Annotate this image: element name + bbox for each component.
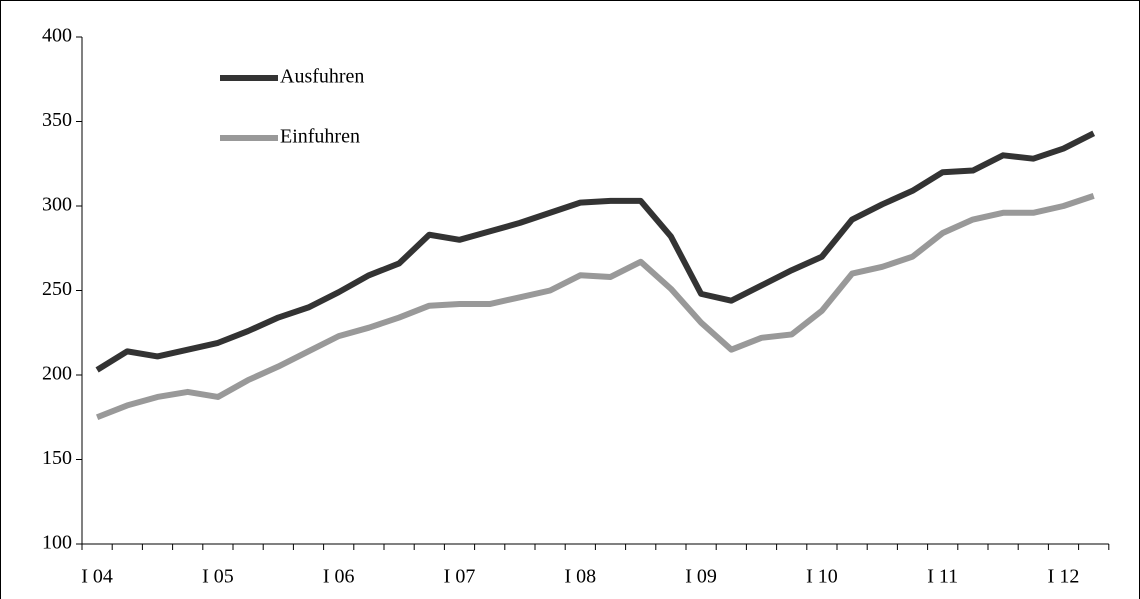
legend-label: Ausfuhren xyxy=(280,66,364,88)
series-line xyxy=(95,130,1096,373)
x-tick-label: I 12 xyxy=(1048,566,1080,588)
x-tick-label: I 05 xyxy=(202,566,234,588)
y-tick-label: 150 xyxy=(42,447,72,469)
x-tick-label: I 09 xyxy=(685,566,717,588)
y-tick-label: 200 xyxy=(42,363,72,385)
x-tick-label: I 04 xyxy=(81,566,113,588)
series-line xyxy=(96,193,1095,421)
legend-label: Einfuhren xyxy=(280,126,360,148)
y-tick-label: 100 xyxy=(42,532,72,554)
y-tick-label: 400 xyxy=(42,25,72,47)
x-tick-label: I 08 xyxy=(564,566,596,588)
x-tick-label: I 10 xyxy=(806,566,838,588)
x-tick-label: I 06 xyxy=(323,566,355,588)
x-tick-label: I 07 xyxy=(444,566,476,588)
y-tick-label: 350 xyxy=(42,109,72,131)
x-tick-label: I 11 xyxy=(927,566,958,588)
y-tick-label: 250 xyxy=(42,278,72,300)
y-tick-label: 300 xyxy=(42,194,72,216)
